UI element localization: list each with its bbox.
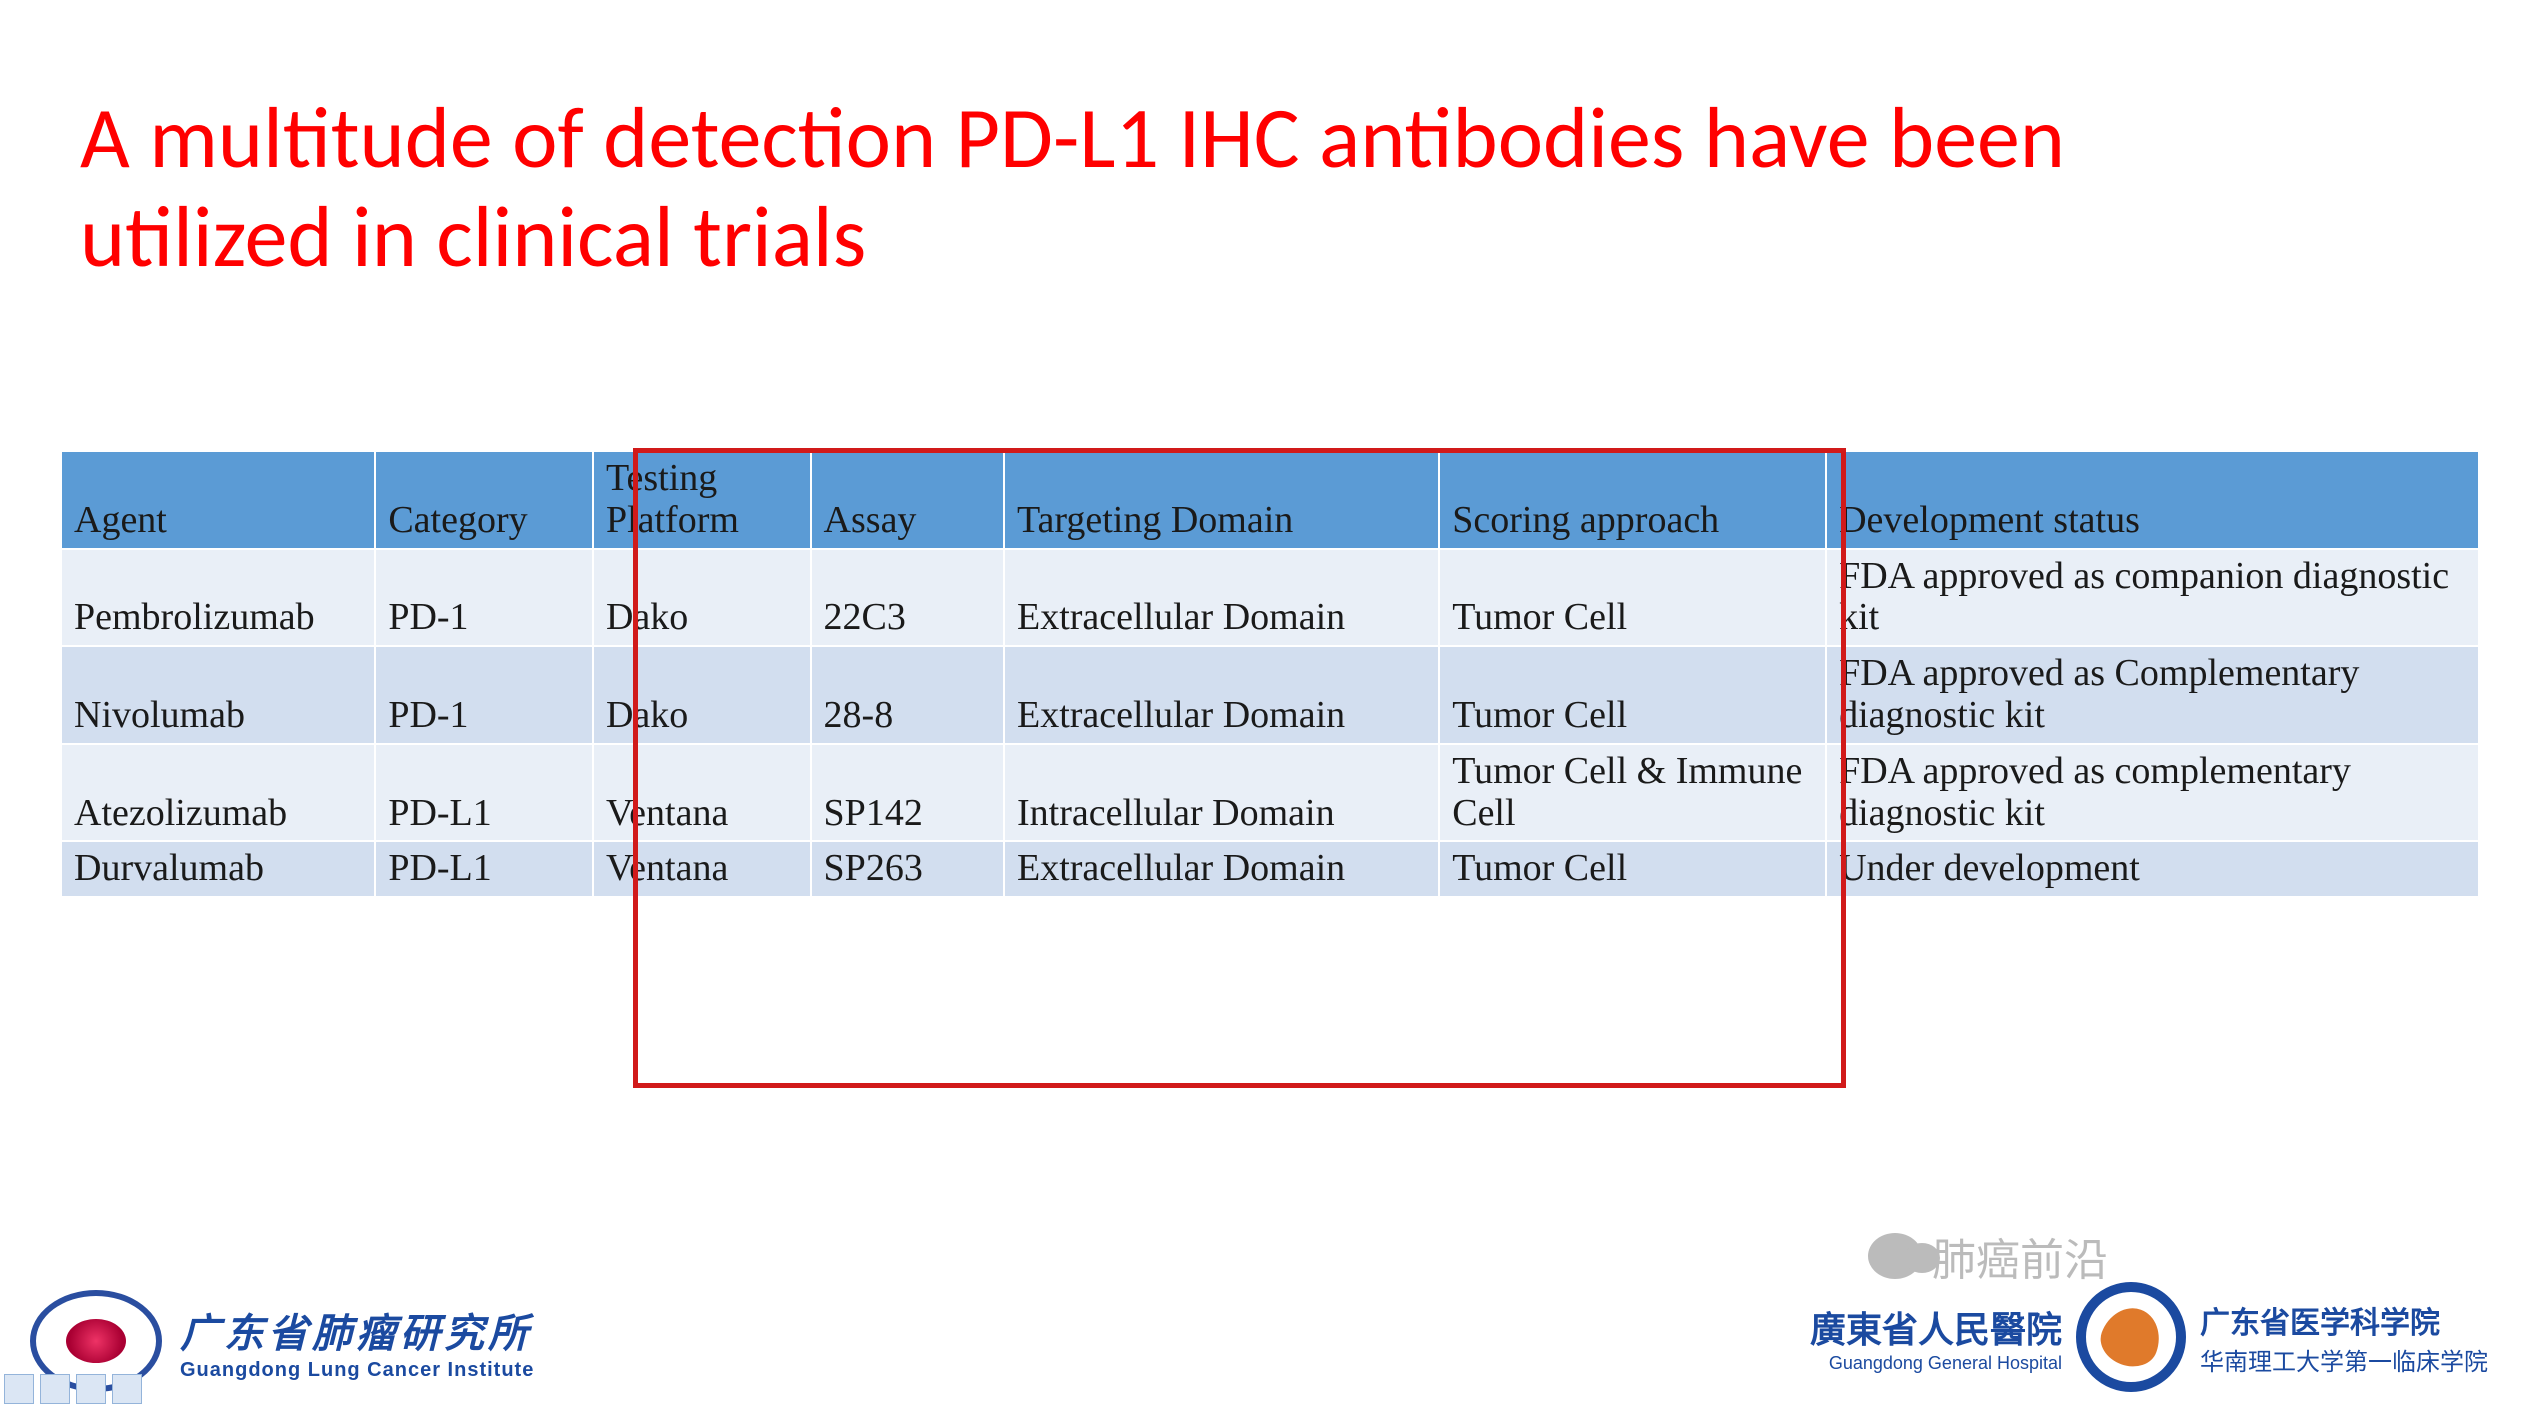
left-institution-cn: 广东省肺瘤研究所 — [180, 1301, 534, 1359]
cell-category: PD-L1 — [375, 744, 593, 842]
cell-targeting: Extracellular Domain — [1004, 646, 1439, 744]
cell-devstatus: Under development — [1826, 841, 2479, 897]
cell-assay: 22C3 — [811, 549, 1004, 647]
pdl1-antibody-table: Agent Category Testing Platform Assay Ta… — [60, 450, 2480, 898]
cell-scoring: Tumor Cell — [1439, 549, 1826, 647]
cell-devstatus: FDA approved as companion diagnostic kit — [1826, 549, 2479, 647]
table-container: Agent Category Testing Platform Assay Ta… — [60, 450, 2480, 898]
table-row: Pembrolizumab PD-1 Dako 22C3 Extracellul… — [61, 549, 2479, 647]
cell-devstatus: FDA approved as complementary diagnostic… — [1826, 744, 2479, 842]
cell-platform: Ventana — [593, 744, 811, 842]
cell-agent: Nivolumab — [61, 646, 375, 744]
editor-handles — [4, 1374, 142, 1404]
right-institution-a-en: Guangdong General Hospital — [1810, 1353, 2062, 1374]
handle-icon — [76, 1374, 106, 1404]
cell-assay: SP263 — [811, 841, 1004, 897]
cell-targeting: Intracellular Domain — [1004, 744, 1439, 842]
th-category: Category — [375, 451, 593, 549]
cell-scoring: Tumor Cell — [1439, 646, 1826, 744]
th-devstatus: Development status — [1826, 451, 2479, 549]
cell-category: PD-1 — [375, 646, 593, 744]
right-institution-b-cn2: 华南理工大学第一临床学院 — [2200, 1342, 2488, 1377]
wechat-icon — [1868, 1233, 1922, 1279]
table-row: Atezolizumab PD-L1 Ventana SP142 Intrace… — [61, 744, 2479, 842]
right-institution-a-cn: 廣東省人民醫院 — [1810, 1301, 2062, 1353]
table-body: Pembrolizumab PD-1 Dako 22C3 Extracellul… — [61, 549, 2479, 898]
cell-assay: 28-8 — [811, 646, 1004, 744]
table-row: Durvalumab PD-L1 Ventana SP263 Extracell… — [61, 841, 2479, 897]
cell-platform: Dako — [593, 646, 811, 744]
cell-agent: Durvalumab — [61, 841, 375, 897]
cell-platform: Dako — [593, 549, 811, 647]
wechat-watermark-text: 肺癌前沿 — [1932, 1224, 2108, 1288]
right-institution-a: 廣東省人民醫院 Guangdong General Hospital — [1810, 1301, 2062, 1374]
cell-agent: Pembrolizumab — [61, 549, 375, 647]
cell-targeting: Extracellular Domain — [1004, 549, 1439, 647]
slide-title: A multitude of detection PD-L1 IHC antib… — [80, 90, 2330, 288]
ring-logo-icon — [2076, 1282, 2186, 1392]
cell-devstatus: FDA approved as Complementary diagnostic… — [1826, 646, 2479, 744]
right-institution-logos: 廣東省人民醫院 Guangdong General Hospital 广东省医学… — [1810, 1282, 2488, 1392]
handle-icon — [4, 1374, 34, 1404]
oval-logo-center-icon — [66, 1319, 126, 1363]
cell-targeting: Extracellular Domain — [1004, 841, 1439, 897]
footer: 广东省肺瘤研究所 Guangdong Lung Cancer Institute… — [0, 1228, 2528, 1408]
wechat-watermark: 肺癌前沿 — [1868, 1224, 2108, 1288]
th-platform: Testing Platform — [593, 451, 811, 549]
cell-scoring: Tumor Cell — [1439, 841, 1826, 897]
right-institution-b-cn1: 广东省医学科学院 — [2200, 1298, 2488, 1342]
th-assay: Assay — [811, 451, 1004, 549]
table-row: Nivolumab PD-1 Dako 28-8 Extracellular D… — [61, 646, 2479, 744]
cell-scoring: Tumor Cell & Immune Cell — [1439, 744, 1826, 842]
handle-icon — [112, 1374, 142, 1404]
right-institution-b: 广东省医学科学院 华南理工大学第一临床学院 — [2200, 1298, 2488, 1377]
th-scoring: Scoring approach — [1439, 451, 1826, 549]
left-institution-en: Guangdong Lung Cancer Institute — [180, 1359, 534, 1382]
cell-agent: Atezolizumab — [61, 744, 375, 842]
left-institution-text: 广东省肺瘤研究所 Guangdong Lung Cancer Institute — [180, 1301, 534, 1382]
table-head: Agent Category Testing Platform Assay Ta… — [61, 451, 2479, 549]
cell-category: PD-L1 — [375, 841, 593, 897]
th-targeting: Targeting Domain — [1004, 451, 1439, 549]
cell-assay: SP142 — [811, 744, 1004, 842]
handle-icon — [40, 1374, 70, 1404]
slide: A multitude of detection PD-L1 IHC antib… — [0, 0, 2528, 1408]
cell-platform: Ventana — [593, 841, 811, 897]
th-agent: Agent — [61, 451, 375, 549]
cell-category: PD-1 — [375, 549, 593, 647]
table-header-row: Agent Category Testing Platform Assay Ta… — [61, 451, 2479, 549]
